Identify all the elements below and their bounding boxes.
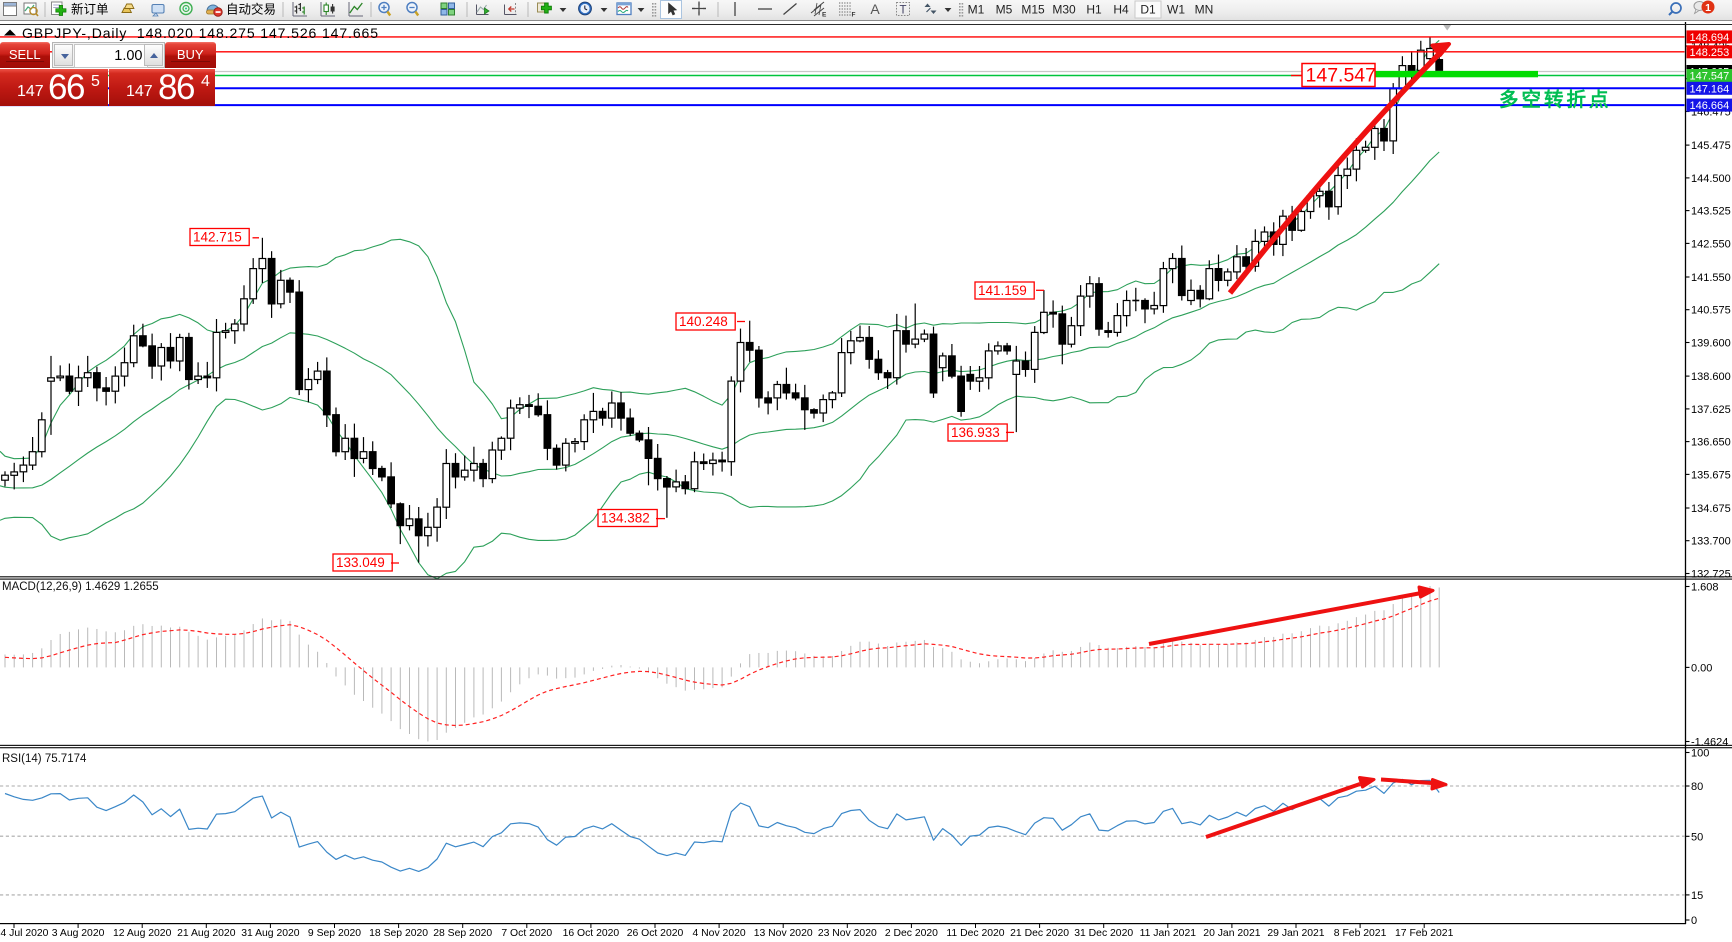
- svg-text:148.694: 148.694: [1690, 32, 1730, 44]
- svg-text:8 Feb 2021: 8 Feb 2021: [1334, 928, 1387, 939]
- svg-text:139.600: 139.600: [1691, 338, 1731, 350]
- svg-text:12 Aug 2020: 12 Aug 2020: [113, 928, 172, 939]
- svg-text:17 Feb 2021: 17 Feb 2021: [1395, 928, 1454, 939]
- svg-text:147.547: 147.547: [1306, 65, 1377, 87]
- svg-text:0.00: 0.00: [1691, 662, 1712, 674]
- svg-text:50: 50: [1691, 831, 1703, 843]
- svg-text:145.475: 145.475: [1691, 140, 1731, 152]
- svg-text:133.049: 133.049: [336, 555, 385, 570]
- svg-text:4 Jul 2020: 4 Jul 2020: [1, 928, 49, 939]
- svg-text:148.253: 148.253: [1690, 47, 1730, 59]
- svg-text:MN: MN: [1195, 3, 1214, 17]
- svg-text:141.550: 141.550: [1691, 272, 1731, 284]
- svg-text:31 Aug 2020: 31 Aug 2020: [241, 928, 300, 939]
- svg-text:1.608: 1.608: [1691, 582, 1719, 594]
- svg-text:29 Jan 2021: 29 Jan 2021: [1267, 928, 1324, 939]
- svg-text:1: 1: [1705, 2, 1711, 14]
- svg-text:147.547: 147.547: [1690, 71, 1730, 83]
- svg-text:137.625: 137.625: [1691, 404, 1731, 416]
- svg-text:136.650: 136.650: [1691, 437, 1731, 449]
- svg-text:0: 0: [1691, 915, 1697, 927]
- svg-text:2 Dec 2020: 2 Dec 2020: [885, 928, 938, 939]
- svg-text:M15: M15: [1021, 3, 1045, 17]
- svg-text:M5: M5: [996, 3, 1013, 17]
- svg-text:多空转折点: 多空转折点: [1499, 88, 1612, 111]
- svg-text:E: E: [822, 12, 827, 19]
- svg-text:141.159: 141.159: [978, 283, 1027, 298]
- svg-text:140.248: 140.248: [679, 314, 728, 329]
- svg-text:133.700: 133.700: [1691, 536, 1731, 548]
- svg-text:D1: D1: [1140, 3, 1156, 17]
- svg-text:140.575: 140.575: [1691, 305, 1731, 317]
- svg-text:MACD(12,26,9) 1.4629 1.2655: MACD(12,26,9) 1.4629 1.2655: [2, 581, 159, 593]
- svg-text:28 Sep 2020: 28 Sep 2020: [433, 928, 492, 939]
- svg-text:15: 15: [1691, 890, 1703, 902]
- svg-text:-1.4624: -1.4624: [1691, 737, 1728, 749]
- svg-text:144.500: 144.500: [1691, 173, 1731, 185]
- svg-text:142.715: 142.715: [193, 230, 242, 245]
- svg-text:23 Nov 2020: 23 Nov 2020: [818, 928, 877, 939]
- svg-text:T: T: [899, 5, 906, 17]
- svg-text:21 Dec 2020: 21 Dec 2020: [1010, 928, 1069, 939]
- svg-text:11 Dec 2020: 11 Dec 2020: [946, 928, 1004, 939]
- svg-text:RSI(14) 75.7174: RSI(14) 75.7174: [2, 753, 87, 765]
- svg-text:3 Aug 2020: 3 Aug 2020: [52, 928, 105, 939]
- svg-text:142.550: 142.550: [1691, 238, 1731, 250]
- svg-text:132.725: 132.725: [1691, 569, 1731, 581]
- svg-text:100: 100: [1691, 748, 1709, 760]
- svg-text:135.675: 135.675: [1691, 469, 1731, 481]
- svg-text:147.164: 147.164: [1690, 83, 1730, 95]
- svg-text:134.675: 134.675: [1691, 503, 1731, 515]
- svg-text:146.664: 146.664: [1690, 100, 1730, 112]
- svg-text:M1: M1: [968, 3, 985, 17]
- svg-text:20 Jan 2021: 20 Jan 2021: [1203, 928, 1260, 939]
- svg-text:W1: W1: [1167, 3, 1185, 17]
- svg-text:31 Dec 2020: 31 Dec 2020: [1074, 928, 1133, 939]
- svg-text:13 Nov 2020: 13 Nov 2020: [754, 928, 813, 939]
- svg-text:A: A: [870, 1, 880, 17]
- svg-text:21 Aug 2020: 21 Aug 2020: [177, 928, 236, 939]
- svg-text:7 Oct 2020: 7 Oct 2020: [501, 928, 552, 939]
- svg-text:134.382: 134.382: [601, 511, 650, 526]
- svg-text:H4: H4: [1113, 3, 1129, 17]
- svg-text:新订单: 新订单: [71, 2, 109, 17]
- svg-text:4 Nov 2020: 4 Nov 2020: [693, 928, 746, 939]
- svg-text:80: 80: [1691, 781, 1703, 793]
- svg-text:143.525: 143.525: [1691, 206, 1731, 218]
- svg-text:16 Oct 2020: 16 Oct 2020: [563, 928, 620, 939]
- svg-text:18 Sep 2020: 18 Sep 2020: [369, 928, 428, 939]
- svg-text:F: F: [852, 12, 856, 19]
- svg-text:136.933: 136.933: [951, 425, 1000, 440]
- svg-text:11 Jan 2021: 11 Jan 2021: [1140, 928, 1197, 939]
- svg-text:9 Sep 2020: 9 Sep 2020: [308, 928, 361, 939]
- svg-text:M30: M30: [1052, 3, 1076, 17]
- svg-text:138.600: 138.600: [1691, 371, 1731, 383]
- svg-text:26 Oct 2020: 26 Oct 2020: [627, 928, 684, 939]
- svg-text:H1: H1: [1086, 3, 1102, 17]
- svg-text:自动交易: 自动交易: [226, 2, 276, 17]
